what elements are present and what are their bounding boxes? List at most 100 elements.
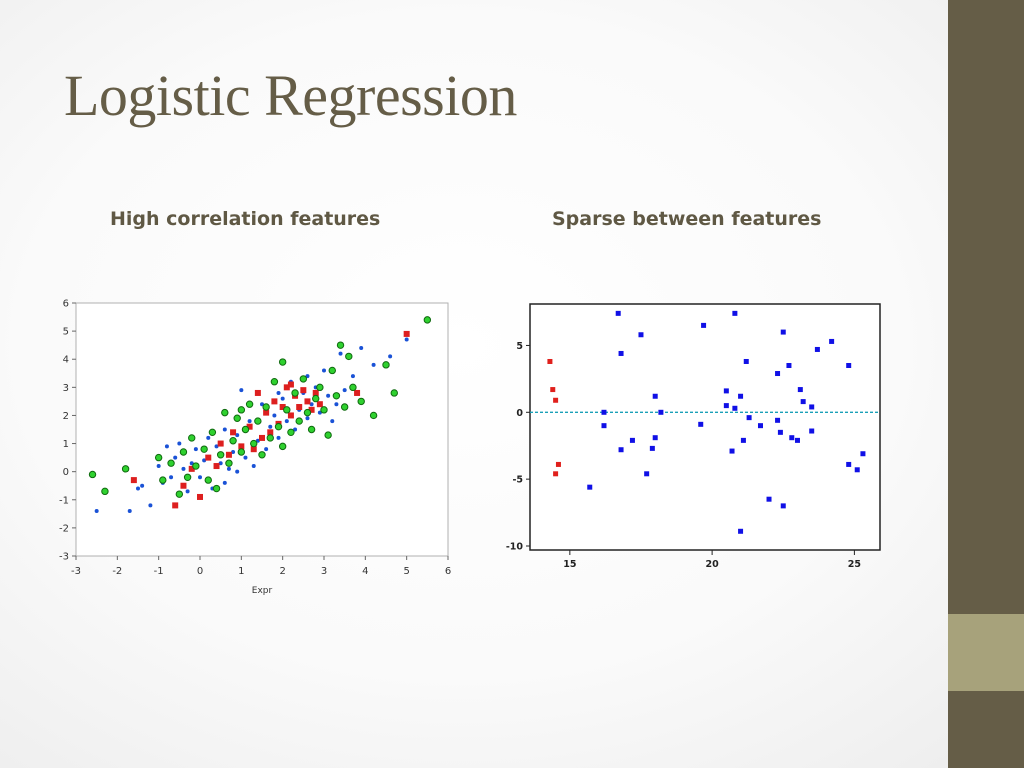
data-point-red	[230, 429, 237, 436]
data-point-green	[167, 459, 175, 467]
data-point-blue	[140, 483, 145, 488]
data-point-blue	[181, 466, 186, 471]
data-point-blue	[322, 368, 326, 373]
data-point-green	[208, 428, 217, 437]
data-point-red	[308, 406, 315, 413]
data-point-red	[312, 389, 319, 396]
data-point-red	[188, 465, 195, 472]
data-point-blue	[272, 413, 277, 418]
data-point-red	[403, 330, 410, 337]
data-point-red	[267, 429, 274, 436]
data-point-blue	[251, 464, 256, 469]
y-tick-label: -3	[59, 552, 69, 563]
data-point-green	[245, 400, 254, 408]
data-point-blue	[239, 388, 244, 393]
correlation-scatter-svg: -3 -2 -1 0 1 2 3 4 5 6 -3 -2 -1 0 1 2 3 4 5 6 Expr	[59, 299, 451, 597]
data-point-blue	[746, 415, 752, 421]
data-point-green	[101, 487, 109, 496]
y-tick-label: 0	[516, 408, 523, 419]
data-point-red	[205, 454, 212, 461]
data-point-blue	[388, 354, 393, 359]
data-point-blue	[264, 447, 269, 452]
data-point-green	[299, 375, 308, 383]
data-point-red	[555, 461, 561, 467]
data-point-blue	[231, 449, 236, 454]
data-point-green	[121, 465, 130, 473]
data-point-green	[307, 425, 316, 434]
data-point-green	[225, 459, 233, 467]
data-point-blue	[156, 464, 161, 469]
data-point-blue	[247, 419, 252, 424]
sparse-scatter-chart: 5 0 -5 -10 15 20 25	[498, 296, 890, 578]
data-point-blue	[334, 402, 339, 407]
data-point-blue	[638, 332, 644, 338]
data-point-green	[303, 408, 312, 417]
x-tick-label: 4	[362, 566, 368, 577]
data-point-red	[263, 409, 270, 416]
data-point-blue	[652, 393, 658, 399]
data-point-blue	[222, 480, 227, 485]
data-point-red	[287, 412, 294, 419]
data-point-red	[304, 398, 311, 405]
data-point-green	[324, 431, 332, 439]
data-point-green	[233, 414, 241, 422]
x-tick-label: 5	[403, 566, 409, 577]
data-point-green	[320, 406, 328, 414]
data-point-green	[328, 366, 336, 375]
data-point-blue	[371, 362, 376, 367]
data-point-red	[180, 482, 187, 489]
data-point-blue	[860, 451, 866, 457]
y-tick-label: 2	[63, 411, 69, 422]
data-point-green	[332, 392, 341, 400]
y-tick-label: -10	[506, 541, 524, 552]
data-point-red	[238, 443, 245, 450]
data-point-blue	[789, 435, 795, 441]
data-point-blue	[814, 346, 820, 352]
x-tick-label: 3	[321, 566, 327, 577]
data-point-green	[283, 406, 291, 414]
data-point-red	[271, 398, 278, 405]
y-tick-label: 4	[63, 355, 69, 366]
data-point-green	[369, 411, 378, 420]
data-point-green	[229, 437, 237, 445]
data-point-blue	[809, 428, 815, 434]
data-point-green	[390, 389, 398, 397]
data-point-blue	[214, 444, 219, 449]
data-point-green	[423, 316, 432, 324]
data-point-blue	[729, 448, 735, 454]
data-point-blue	[404, 337, 409, 342]
data-point-blue	[338, 351, 343, 356]
data-point-green	[88, 470, 97, 479]
data-point-green	[192, 462, 200, 470]
data-point-red	[172, 502, 179, 509]
data-point-green	[262, 403, 270, 411]
data-point-blue	[652, 435, 658, 441]
data-point-blue	[198, 475, 202, 480]
data-point-red	[217, 440, 224, 447]
data-point-green	[241, 425, 250, 434]
data-point-red	[296, 404, 303, 411]
plot-area	[529, 303, 881, 551]
data-point-blue	[206, 435, 211, 440]
y-tick-label: -5	[512, 475, 523, 486]
data-point-green	[216, 451, 225, 459]
x-tick-label: 0	[197, 566, 203, 577]
data-point-blue	[330, 419, 335, 424]
data-point-green	[345, 352, 353, 361]
data-point-blue	[284, 419, 289, 424]
data-point-green	[278, 358, 287, 366]
data-point-green	[154, 453, 163, 462]
data-point-red	[553, 397, 559, 403]
data-point-blue	[202, 458, 207, 463]
data-point-blue	[136, 486, 140, 491]
data-point-red	[246, 423, 253, 430]
data-point-green	[188, 434, 196, 442]
data-point-blue	[777, 429, 783, 435]
data-point-blue	[775, 371, 781, 377]
data-point-blue	[305, 416, 310, 421]
data-point-blue	[185, 489, 190, 494]
x-tick-label: 15	[563, 559, 576, 570]
data-point-red	[316, 401, 323, 408]
data-point-blue	[797, 387, 803, 393]
y-tick-label: 3	[63, 383, 69, 394]
